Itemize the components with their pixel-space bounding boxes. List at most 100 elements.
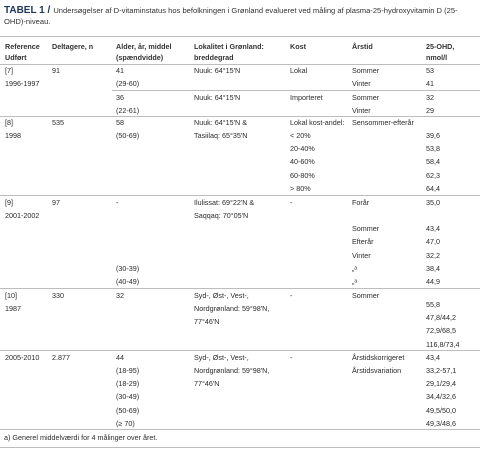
age-cell: (29-60)	[116, 78, 140, 88]
column-header: 25-OHD,	[426, 41, 455, 51]
season-cell: Vinter	[352, 250, 371, 260]
location-cell: Ilulissat: 69°22'N &	[194, 197, 255, 207]
location-cell: Nuuk: 64°15'N	[194, 92, 241, 102]
ohd-value: 29	[426, 105, 434, 115]
location-cell: Nuuk: 64°15'N &	[194, 117, 247, 127]
location-cell: 77°46'N	[194, 317, 220, 327]
ohd-value: 41	[426, 78, 434, 88]
season-cell: Forår	[352, 197, 370, 207]
column-header: Årstid	[352, 41, 373, 51]
ohd-value: 49,3/48,6	[426, 419, 456, 428]
season-cell: Efterår	[352, 237, 374, 247]
age-cell: 41	[116, 65, 124, 75]
diet-cell: 20-40%	[290, 144, 315, 154]
reference-cell: 1996-1997	[5, 78, 40, 88]
title-label: TABEL 1 /	[4, 5, 51, 16]
location-cell: 77°46'N	[194, 379, 220, 389]
ohd-value: 116,8/73,4	[426, 339, 460, 349]
column-header: Deltagere, n	[52, 41, 94, 51]
reference-cell: 1987	[5, 303, 21, 313]
reference-cell: [10]	[5, 290, 17, 300]
diet-cell: > 80%	[290, 184, 311, 193]
participants-cell: 97	[52, 197, 60, 207]
ohd-value: 38,4	[426, 264, 440, 273]
ohd-value: 64,4	[426, 184, 440, 193]
location-cell: Nuuk: 64°15'N	[194, 65, 241, 75]
column-header: breddegrad	[194, 52, 234, 62]
reference-cell: [7]	[5, 65, 13, 75]
age-cell: (30-49)	[116, 392, 140, 402]
ohd-value: 32,2	[426, 250, 440, 260]
age-cell: (22-61)	[116, 105, 140, 115]
ohd-value: 49,5/50,0	[426, 405, 456, 415]
ohd-value: 47,8/44,2	[426, 313, 456, 323]
ohd-value: 35,0	[426, 197, 440, 207]
ohd-value: 53,8	[426, 144, 440, 154]
diet-cell: Lokal kost-andel:	[290, 117, 345, 127]
age-cell: 32	[116, 290, 124, 300]
season-cell: Sommer	[352, 224, 380, 234]
diet-cell: Importeret	[290, 92, 323, 102]
location-cell: Nordgrønland: 59°98'N,	[194, 365, 270, 375]
age-cell: (40-49)	[116, 277, 140, 287]
ohd-value: 33,2-57,1	[426, 365, 457, 375]
age-cell: 44	[116, 352, 124, 362]
participants-cell: 91	[52, 65, 60, 75]
rule	[112, 90, 480, 91]
rule	[0, 64, 480, 65]
column-header: Lokalitet i Grønland:	[194, 41, 264, 51]
participants-cell: 2.877	[52, 352, 70, 362]
season-cell: Årstidsvariation	[352, 365, 402, 375]
ohd-value: 55,8	[426, 299, 440, 309]
location-cell: Tasiilaq: 65°35'N	[194, 130, 248, 140]
rule	[0, 288, 480, 289]
season-cell: Vinter	[352, 105, 371, 115]
rule	[0, 429, 480, 430]
ohd-value: 32	[426, 92, 434, 102]
age-cell: (18-29)	[116, 379, 140, 389]
ohd-value: 43,4	[426, 352, 440, 362]
ohd-value: 47,0	[426, 237, 440, 247]
age-cell: (18-95)	[116, 365, 140, 375]
diet-cell: 60-80%	[290, 170, 315, 180]
age-cell: (≥ 70)	[116, 419, 135, 428]
rule	[0, 116, 480, 117]
season-cell: Sensommer-efterår	[352, 117, 414, 127]
ohd-value: 72,9/68,5	[426, 326, 456, 336]
age-cell: (50-69)	[116, 405, 140, 415]
title: TABEL 1 /Undersøgelser af D-vitaminstatu…	[4, 5, 474, 27]
rule	[0, 36, 480, 37]
reference-cell: 2005-2010	[5, 352, 40, 362]
season-cell: Vinter	[352, 78, 371, 88]
rule	[0, 447, 480, 448]
column-header: Kost	[290, 41, 306, 51]
season-cell: „ᵃ	[352, 264, 358, 273]
ohd-value: 62,3	[426, 170, 440, 180]
age-cell: 36	[116, 92, 124, 102]
diet-cell: < 20%	[290, 130, 311, 140]
season-cell: „ᵃ	[352, 277, 358, 287]
reference-cell: [9]	[5, 197, 13, 207]
reference-cell: 1998	[5, 130, 21, 140]
column-header: (spændvidde)	[116, 52, 164, 62]
rule	[0, 350, 480, 351]
ohd-value: 44,9	[426, 277, 440, 287]
ohd-value: 43,4	[426, 224, 440, 234]
location-cell: Saqqaq: 70°05'N	[194, 210, 249, 220]
reference-cell: 2001-2002	[5, 210, 40, 220]
location-cell: Syd-, Øst-, Vest-,	[194, 352, 249, 362]
diet-cell: -	[290, 352, 293, 362]
column-header: nmol/l	[426, 52, 448, 62]
season-cell: Sommer	[352, 290, 380, 300]
rule	[0, 195, 480, 196]
season-cell: Sommer	[352, 92, 380, 102]
title-text: Undersøgelser af D-vitaminstatus hos bef…	[4, 6, 458, 26]
diet-cell: 40-60%	[290, 157, 315, 167]
ohd-value: 34,4/32,6	[426, 392, 456, 402]
age-cell: (30-39)	[116, 264, 140, 273]
participants-cell: 330	[52, 290, 64, 300]
reference-cell: [8]	[5, 117, 13, 127]
column-header: Alder, år, middel	[116, 41, 172, 51]
